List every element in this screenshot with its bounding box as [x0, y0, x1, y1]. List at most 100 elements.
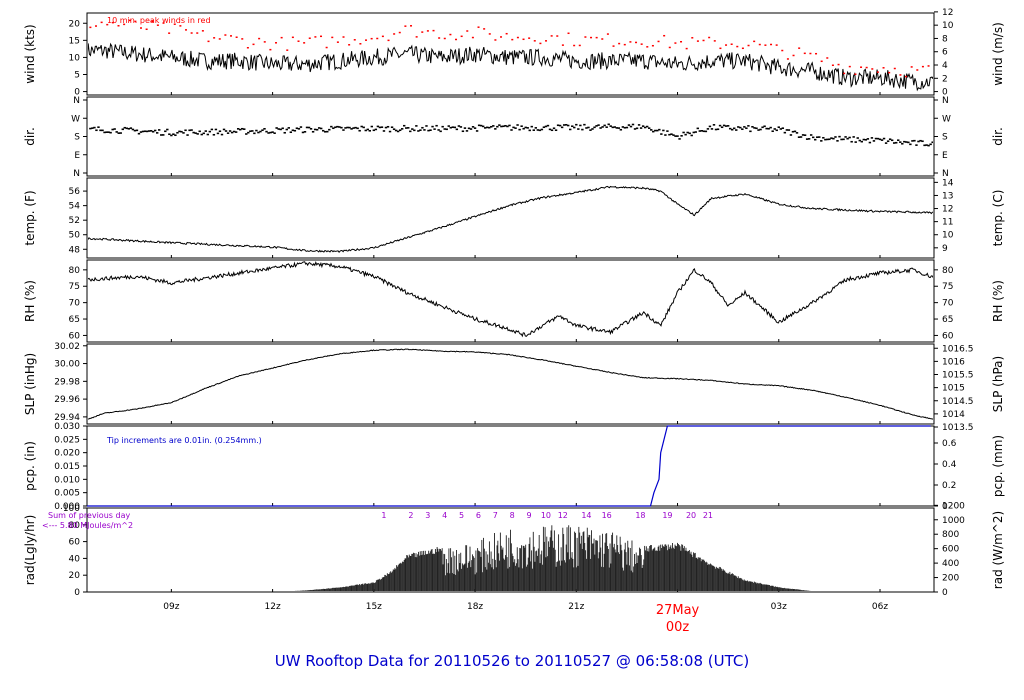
direction-point: [174, 134, 177, 137]
direction-point: [597, 124, 600, 126]
direction-point: [627, 124, 631, 126]
direction-point: [241, 127, 244, 130]
direction-point: [676, 135, 679, 137]
peak-wind-mark: [770, 43, 773, 46]
direction-point: [324, 130, 327, 133]
direction-point: [263, 127, 266, 130]
direction-point: [554, 129, 558, 132]
direction-point: [433, 128, 436, 130]
peak-wind-mark: [533, 40, 536, 42]
peak-wind-mark: [775, 44, 778, 46]
direction-point: [188, 129, 191, 132]
peak-wind-mark: [207, 40, 210, 43]
direction-point: [571, 125, 574, 128]
direction-point: [245, 133, 248, 135]
direction-point: [212, 133, 216, 136]
temp-ytick-left-label: 50: [69, 231, 81, 241]
direction-point: [166, 128, 169, 131]
direction-point: [840, 138, 843, 141]
radiation-note-value: <--- 5.80 MJoules/m^2: [42, 521, 133, 530]
direction-point: [392, 128, 396, 130]
direction-point: [773, 128, 776, 130]
radiation-hour-mark: 1: [381, 511, 386, 520]
direction-point: [340, 126, 343, 129]
direction-point: [639, 127, 643, 129]
direction-point: [753, 127, 756, 129]
direction-point: [170, 134, 173, 137]
direction-point: [668, 133, 671, 136]
direction-point: [629, 125, 633, 128]
direction-point: [457, 125, 461, 127]
direction-point: [617, 127, 621, 129]
peak-wind-mark: [471, 36, 474, 39]
peak-wind-mark: [820, 60, 823, 63]
radiation-hour-mark: 21: [703, 511, 713, 520]
peak-wind-mark: [252, 43, 255, 46]
direction-point: [903, 140, 906, 143]
peak-wind-mark: [466, 30, 469, 32]
direction-point: [818, 136, 821, 138]
direction-point: [613, 126, 616, 128]
direction-point: [127, 127, 131, 130]
direction-point: [190, 129, 193, 131]
rad-ytick-right-label: 1000: [942, 516, 965, 526]
slp-ytick-left-label: 30.00: [54, 360, 80, 370]
rh-ylabel-left: RH (%): [23, 280, 37, 322]
peak-wind-mark: [888, 71, 891, 74]
peak-wind-mark: [612, 45, 615, 47]
slp-ytick-right-label: 1013.5: [942, 423, 974, 433]
peak-wind-mark: [241, 38, 244, 40]
direction-point: [269, 131, 272, 134]
direction-point: [133, 129, 137, 132]
time-tick-label: 09z: [163, 602, 179, 612]
direction-point: [846, 137, 849, 140]
direction-point: [403, 124, 406, 127]
direction-points: [89, 123, 933, 147]
peak-wind-mark: [89, 26, 92, 29]
radiation-hour-mark: 8: [510, 511, 515, 520]
direction-point: [637, 124, 641, 126]
peak-wind-mark: [505, 32, 508, 35]
peak-wind-mark: [809, 52, 812, 55]
direction-point: [206, 133, 210, 136]
peak-wind-mark: [190, 32, 193, 34]
direction-point: [198, 130, 201, 133]
direction-point: [643, 126, 647, 129]
direction-point: [652, 130, 655, 133]
pcp-ytick-left-label: 0.025: [54, 435, 80, 445]
peak-wind-mark: [331, 36, 334, 39]
direction-point: [718, 124, 722, 127]
time-tick-label: 21z: [568, 602, 584, 612]
peak-wind-mark: [826, 57, 829, 59]
direction-point: [593, 126, 596, 129]
direction-point: [807, 138, 811, 140]
direction-point: [299, 126, 303, 128]
direction-point: [295, 127, 299, 130]
peak-wind-mark: [145, 28, 148, 31]
direction-point: [516, 124, 519, 126]
direction-point: [814, 138, 817, 141]
direction-point: [905, 141, 908, 143]
radiation-hour-mark: 18: [635, 511, 645, 520]
direction-point: [623, 126, 627, 129]
direction-point: [236, 128, 240, 130]
direction-point: [411, 128, 414, 130]
peak-wind-mark: [747, 44, 750, 47]
direction-point: [293, 129, 297, 132]
peak-wind-mark: [140, 27, 143, 29]
direction-point: [145, 130, 149, 133]
direction-point: [415, 125, 418, 127]
temp-ytick-right-label: 10: [942, 231, 954, 241]
peak-wind-mark: [275, 42, 278, 44]
peak-wind-mark: [848, 65, 851, 68]
rad-frame: [86, 507, 935, 593]
peak-wind-mark: [387, 39, 390, 42]
direction-point: [332, 127, 335, 130]
direction-point: [650, 129, 653, 131]
direction-point: [603, 124, 606, 127]
direction-point: [567, 124, 570, 127]
direction-point: [641, 125, 645, 127]
peak-wind-mark: [561, 44, 564, 46]
direction-point: [779, 128, 782, 130]
direction-point: [384, 126, 388, 129]
